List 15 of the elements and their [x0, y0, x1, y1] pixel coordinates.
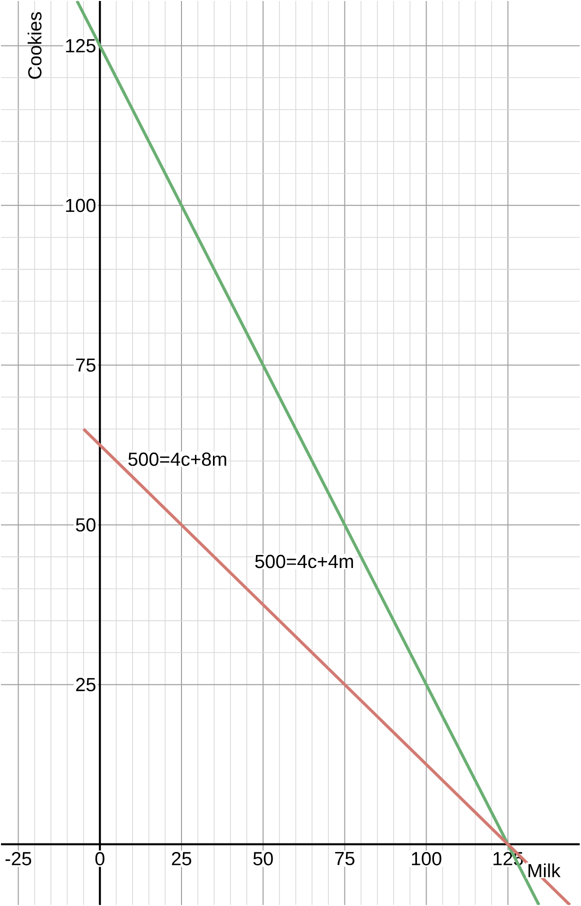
- y-tick-label: 25: [76, 678, 96, 692]
- y-axis-title: Cookies: [28, 12, 42, 79]
- series-label: 500=4c+4m: [255, 554, 354, 568]
- x-tick-label: -25: [6, 852, 32, 866]
- y-tick-label: 50: [76, 518, 96, 532]
- x-tick-label: 75: [335, 852, 355, 866]
- y-tick-label: 125: [66, 39, 96, 52]
- x-axis-title: Milk: [528, 863, 561, 878]
- x-tick-label: 0: [96, 852, 105, 866]
- x-tick-label: 50: [253, 852, 273, 866]
- y-tick-label: 100: [66, 198, 96, 212]
- x-tick-label: 100: [412, 852, 442, 866]
- x-tick-label: 25: [172, 852, 192, 866]
- series-label: 500=4c+8m: [128, 452, 226, 466]
- y-tick-label: 75: [76, 358, 96, 372]
